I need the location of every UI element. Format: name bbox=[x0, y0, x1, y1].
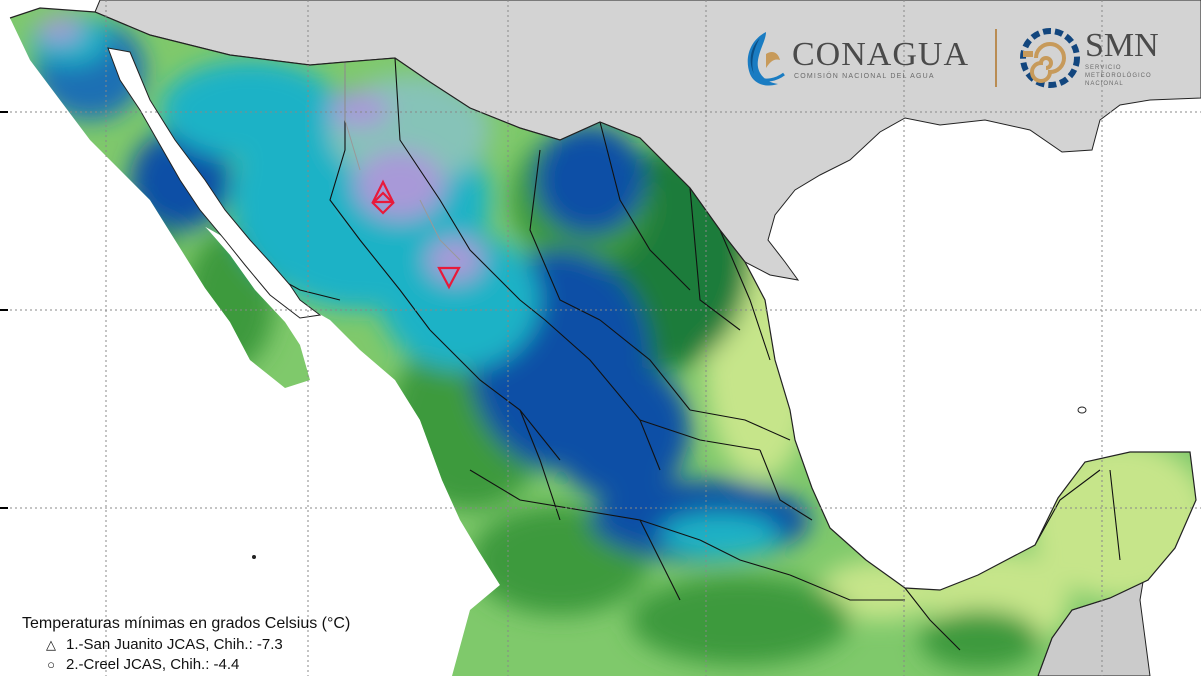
station-marker-triangle-down bbox=[437, 266, 461, 290]
legend-item: ○ 2.-Creel JCAS, Chih.: -4.4 bbox=[22, 655, 442, 675]
header-logos: CONAGUA COMISIÓN NACIONAL DEL AGUA SMN S… bbox=[736, 18, 1196, 98]
smn-spiral-icon bbox=[1020, 28, 1080, 88]
gulf-of-california bbox=[107, 47, 322, 319]
conagua-subtitle: COMISIÓN NACIONAL DEL AGUA bbox=[794, 72, 935, 80]
station-marker-diamond bbox=[371, 191, 395, 215]
station-markers bbox=[371, 179, 461, 290]
circle-icon: ○ bbox=[47, 657, 55, 672]
legend-item: △ 1.-San Juanito JCAS, Chih.: -7.3 bbox=[22, 635, 442, 655]
mexico-outline bbox=[9, 7, 1197, 676]
grey-borders bbox=[344, 62, 461, 261]
smn-name: SMN bbox=[1085, 27, 1159, 64]
logo-divider bbox=[995, 29, 997, 87]
state-borders bbox=[259, 57, 1121, 651]
legend-item-label: 1.-San Juanito JCAS, Chih.: -7.3 bbox=[66, 636, 283, 653]
conagua-name: CONAGUA bbox=[792, 35, 969, 73]
axis-ticks bbox=[0, 111, 8, 509]
conagua-wave-icon bbox=[747, 32, 785, 86]
station-marker-triangle-up bbox=[371, 179, 395, 204]
smn-subtitle: SERVICIO METEOROLÓGICO NACIONAL bbox=[1085, 65, 1152, 87]
island bbox=[1077, 406, 1087, 414]
legend: Temperaturas mínimas en grados Celsius (… bbox=[22, 613, 442, 675]
smn-logo: SMN SERVICIO METEOROLÓGICO NACIONAL bbox=[1019, 27, 1165, 89]
island bbox=[252, 555, 256, 559]
conagua-logo: CONAGUA COMISIÓN NACIONAL DEL AGUA bbox=[736, 26, 969, 90]
triangle-icon: △ bbox=[46, 637, 56, 652]
legend-title: Temperaturas mínimas en grados Celsius (… bbox=[22, 615, 351, 632]
legend-item-label: 2.-Creel JCAS, Chih.: -4.4 bbox=[66, 656, 240, 673]
